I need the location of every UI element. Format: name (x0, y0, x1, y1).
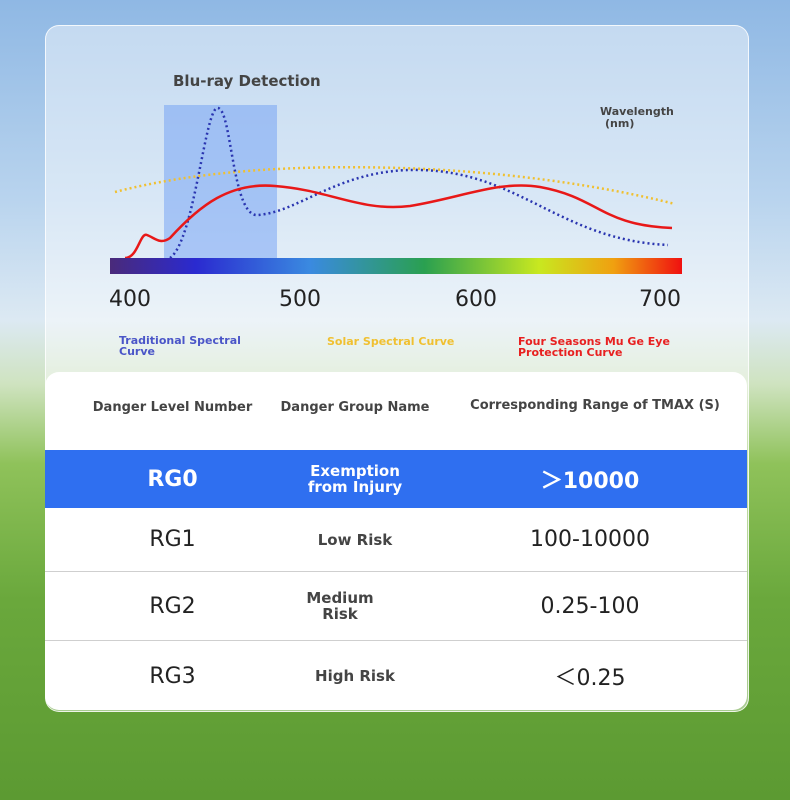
group: High Risk (315, 667, 395, 685)
level: RG1 (149, 527, 196, 552)
tick-label: 600 (455, 287, 497, 312)
column-header: Danger Group Name (280, 400, 430, 415)
tick-label: 400 (109, 287, 151, 312)
group: Exemption from Injury (307, 462, 403, 496)
risk-table: Danger Level Number Danger Group Name Co… (45, 372, 747, 710)
axis-label: Wavelength (600, 105, 674, 118)
level: RG0 (147, 466, 198, 492)
tick-label: 500 (279, 287, 321, 312)
blue-light-band (164, 105, 277, 258)
column-header: Danger Level Number (92, 400, 253, 415)
legend-entry: Solar Spectral Curve (327, 335, 455, 348)
axis-label: (nm) (605, 117, 634, 130)
range: ＞10000 (540, 469, 640, 494)
group: Medium Risk (306, 589, 374, 623)
range: 100-10000 (530, 527, 650, 552)
column-header: Corresponding Range of TMAX (S) (470, 398, 720, 413)
table-row: RG2 Medium Risk 0.25-100 (45, 571, 747, 640)
eye-protection-curve (124, 184, 673, 260)
table-row: RG1 Low Risk 100-10000 (45, 508, 747, 571)
level: RG2 (149, 593, 196, 619)
legend-entry: Traditional Spectral Curve (119, 334, 241, 358)
spectrum-bar (110, 258, 682, 274)
spectrum-graphic: Blu-ray Detection Wavelength (nm) 400 50… (109, 72, 682, 312)
legend-entry: Four Seasons Mu Ge Eye Protection Curve (518, 335, 670, 359)
group: Low Risk (317, 530, 393, 549)
table-row: RG3 High Risk ＜0.25 (45, 640, 747, 710)
chart-title: Blu-ray Detection (173, 72, 321, 90)
level: RG3 (149, 663, 196, 689)
tick-label: 700 (639, 287, 681, 312)
solar-curve (114, 165, 676, 206)
range: ＜0.25 (554, 666, 626, 691)
traditional-curve (169, 106, 669, 260)
table-row: RG0 Exemption from Injury ＞10000 (45, 450, 747, 508)
range: 0.25-100 (540, 593, 640, 619)
